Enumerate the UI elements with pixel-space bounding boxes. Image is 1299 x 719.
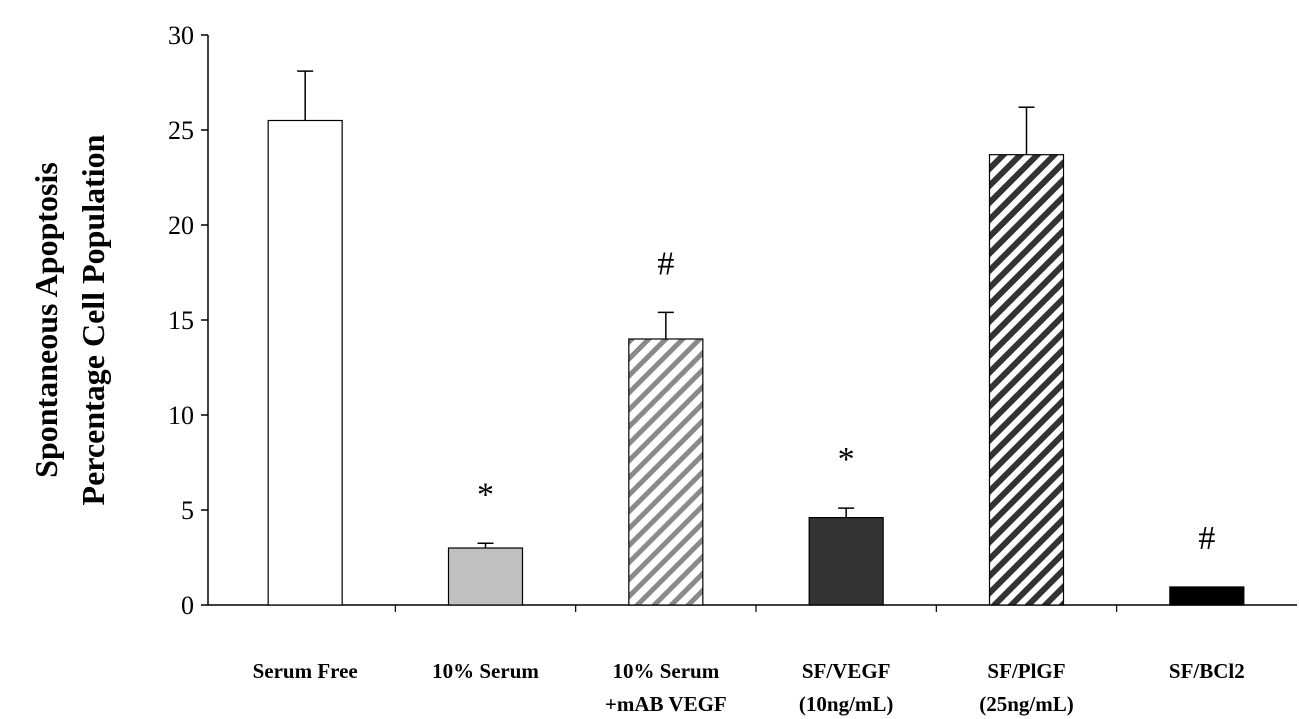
x-category-label: SF/VEGF xyxy=(802,659,891,683)
x-category-label: SF/BCl2 xyxy=(1169,659,1245,683)
y-tick-label: 20 xyxy=(168,211,194,240)
x-category-label: Serum Free xyxy=(253,659,358,683)
y-ticks: 0 5 10 15 20 25 30 xyxy=(168,21,208,620)
significance-marker: * xyxy=(838,441,855,478)
y-tick-label: 30 xyxy=(168,21,194,50)
bar xyxy=(808,516,884,606)
y-tick-label: 10 xyxy=(168,401,194,430)
axes xyxy=(207,35,1297,612)
x-category-labels: Serum Free 10% Serum 10% Serum +mAB VEGF SF/… xyxy=(253,659,1245,716)
bar xyxy=(267,119,343,606)
x-category-label: 10% Serum xyxy=(432,659,539,683)
bars xyxy=(267,119,1245,606)
x-category-label: +mAB VEGF xyxy=(605,692,727,716)
y-tick-label: 5 xyxy=(181,496,194,525)
bar xyxy=(1169,586,1245,606)
error-bars xyxy=(297,70,1035,548)
y-tick-label: 25 xyxy=(168,116,194,145)
x-category-label: 10% Serum xyxy=(612,659,719,683)
y-axis-title: Spontaneous Apoptosis Percentage Cell Pop… xyxy=(28,134,111,505)
significance-marker: * xyxy=(477,476,494,513)
x-category-label: SF/PlGF xyxy=(987,659,1065,683)
x-category-label: (25ng/mL) xyxy=(979,692,1074,716)
significance-marker: # xyxy=(657,245,674,282)
y-tick-label: 15 xyxy=(168,306,194,335)
bar xyxy=(628,338,704,606)
y-axis-title-line: Spontaneous Apoptosis xyxy=(28,162,64,478)
bar xyxy=(447,547,524,606)
significance-marker: # xyxy=(1198,520,1215,557)
x-category-label: (10ng/mL) xyxy=(799,692,894,716)
significance-markers: * # * # xyxy=(477,245,1215,557)
bar xyxy=(988,154,1065,606)
y-tick-label: 0 xyxy=(181,591,194,620)
y-axis-title-line: Percentage Cell Population xyxy=(75,134,111,505)
